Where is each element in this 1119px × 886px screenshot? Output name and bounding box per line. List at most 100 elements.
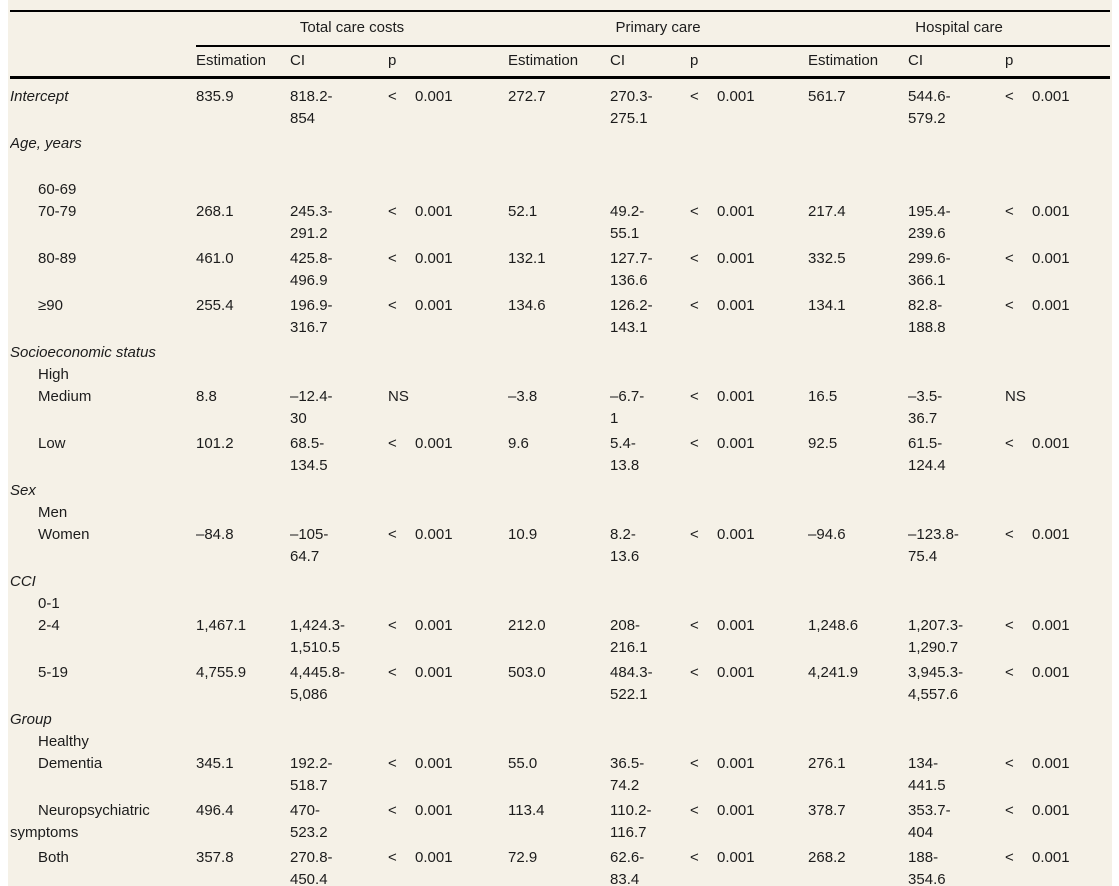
section-row: 0-1 <box>10 593 1110 615</box>
table-row: Both 357.8 270.8- 450.4 <0.001 72.9 62.6- 83.4 <… <box>10 847 1110 886</box>
estimation-value <box>196 364 290 386</box>
p-sign <box>388 571 415 593</box>
p-sign: < <box>388 849 397 866</box>
estimation-value: 496.4 <box>196 802 234 819</box>
p-sign <box>1005 480 1032 502</box>
row-label-header <box>10 46 196 79</box>
p-sign <box>1005 133 1032 155</box>
estimation-value: 461.0 <box>196 250 234 267</box>
estimation-value <box>508 571 610 593</box>
table-row: Dementia 345.1 192.2- 518.7 <0.001 55.0 36.5- 7… <box>10 753 1110 800</box>
p-sign: < <box>388 755 397 772</box>
p-value: 0.001 <box>415 297 453 314</box>
column-header-row: Estimation CI p Estimation CI p Estimati… <box>10 46 1111 79</box>
p-value: 0.001 <box>415 755 453 772</box>
table-row: Intercept 835.9 818.2- 854 <0.001 272.7 270.3-… <box>10 78 1110 134</box>
p-value: 0.001 <box>1032 88 1070 105</box>
estimation-value: –84.8 <box>196 526 234 543</box>
p-value: 0.001 <box>415 617 453 634</box>
p-sign <box>388 480 415 502</box>
p-value: 0.001 <box>717 203 755 220</box>
p-sign <box>388 342 415 364</box>
p-value: 0.001 <box>1032 755 1070 772</box>
p-sign: < <box>388 203 397 220</box>
p-value <box>415 386 508 433</box>
estimation-value <box>808 571 908 593</box>
p-value: 0.001 <box>415 664 453 681</box>
p-value: 0.001 <box>717 617 755 634</box>
section-row: Men <box>10 502 1110 524</box>
p-value <box>415 480 508 502</box>
estimation-value <box>196 480 290 502</box>
p-sign <box>690 480 717 502</box>
estimation-value <box>196 709 290 731</box>
p-sign: < <box>1005 526 1014 543</box>
p-value: 0.001 <box>717 297 755 314</box>
ci-value: 49.2- 55.1 <box>610 203 645 242</box>
estimation-value <box>196 342 290 364</box>
p-value: 0.001 <box>1032 802 1070 819</box>
ci-value: 425.8- 496.9 <box>290 250 333 289</box>
p-sign <box>690 709 717 731</box>
ci-value: 245.3- 291.2 <box>290 203 333 242</box>
p-value <box>1032 709 1110 731</box>
estimation-value: 217.4 <box>808 203 846 220</box>
estimation-value <box>808 179 908 201</box>
estimation-header: Estimation <box>196 46 290 79</box>
ci-value <box>908 709 1005 731</box>
ci-value: –12.4- 30 <box>290 388 333 427</box>
estimation-value <box>808 593 908 615</box>
estimation-value: 8.8 <box>196 388 217 405</box>
ci-value <box>290 342 388 364</box>
table-body: Intercept 835.9 818.2- 854 <0.001 272.7 270.3-… <box>10 78 1110 886</box>
section-row: Age, years <box>10 133 1110 155</box>
p-sign <box>1005 342 1032 364</box>
p-sign <box>1005 179 1032 201</box>
p-value: 0.001 <box>1032 435 1070 452</box>
p-value <box>717 133 808 155</box>
p-value <box>717 342 808 364</box>
estimation-value <box>196 179 290 201</box>
row-label: 60-69 <box>38 181 77 198</box>
ci-value: 110.2- 116.7 <box>610 802 652 841</box>
p-sign <box>388 364 415 386</box>
p-sign: < <box>388 297 397 314</box>
estimation-value <box>508 502 610 524</box>
ci-value: –123.8- 75.4 <box>908 526 959 565</box>
ci-value: 61.5- 124.4 <box>908 435 946 474</box>
p-sign: < <box>388 526 397 543</box>
estimation-value: 345.1 <box>196 755 234 772</box>
estimation-value: –94.6 <box>808 526 846 543</box>
group-header-total-care-costs: Total care costs <box>196 10 509 47</box>
estimation-value <box>508 179 610 201</box>
estimation-value <box>808 709 908 731</box>
estimation-value: 134.6 <box>508 297 546 314</box>
ci-value: 126.2- 143.1 <box>610 297 653 336</box>
row-label: 0-1 <box>38 595 60 612</box>
p-sign: < <box>1005 88 1014 105</box>
p-sign <box>690 342 717 364</box>
p-value <box>415 571 508 593</box>
p-value <box>717 593 808 615</box>
p-value <box>717 709 808 731</box>
p-sign: < <box>690 664 699 681</box>
estimation-value: 4,755.9 <box>196 664 247 681</box>
estimation-value <box>808 480 908 502</box>
p-sign <box>1005 709 1032 731</box>
p-sign: < <box>690 526 699 543</box>
ci-value: 196.9- 316.7 <box>290 297 333 336</box>
p-value <box>415 133 508 155</box>
estimation-value <box>196 502 290 524</box>
ci-value: 134- 441.5 <box>908 755 946 794</box>
p-value <box>415 593 508 615</box>
ci-value <box>290 364 388 386</box>
p-sign: < <box>690 617 699 634</box>
section-row: Sex <box>10 480 1110 502</box>
ci-value: 470- 523.2 <box>290 802 328 841</box>
row-label: Dementia <box>38 755 103 772</box>
p-sign: < <box>690 802 699 819</box>
ci-value <box>290 480 388 502</box>
estimation-value: 561.7 <box>808 88 846 105</box>
estimation-value: 9.6 <box>508 435 529 452</box>
estimation-value: 255.4 <box>196 297 234 314</box>
